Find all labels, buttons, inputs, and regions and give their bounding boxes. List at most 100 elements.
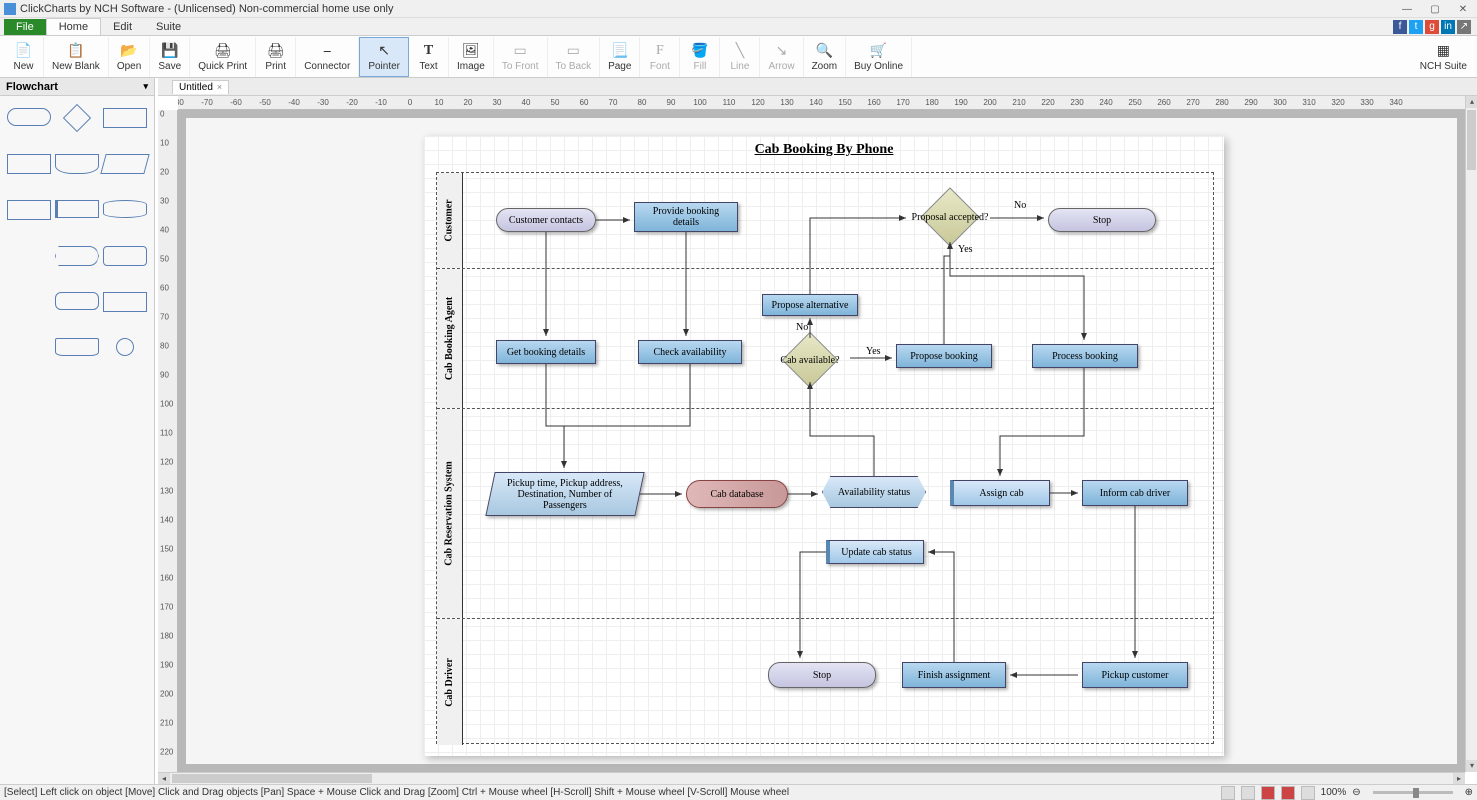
fill-button[interactable]: 🪣Fill: [680, 37, 720, 77]
linkedin-icon[interactable]: in: [1441, 20, 1455, 34]
new-button[interactable]: 📄New: [4, 37, 44, 77]
minimize-button[interactable]: —: [1393, 0, 1421, 18]
newblank-button[interactable]: 📋New Blank: [44, 37, 109, 77]
status-icon-3[interactable]: [1261, 786, 1275, 800]
node-cab-available[interactable]: Cab available?: [770, 338, 850, 382]
font-button[interactable]: FFont: [640, 37, 680, 77]
shape-rect2[interactable]: [7, 154, 51, 174]
node-pickup-cust[interactable]: Pickup customer: [1082, 662, 1188, 688]
shape-rect4[interactable]: [103, 292, 147, 312]
maximize-button[interactable]: ▢: [1421, 0, 1449, 18]
node-check-avail[interactable]: Check availability: [638, 340, 742, 364]
line-button[interactable]: ╲Line: [720, 37, 760, 77]
shape-decision[interactable]: [63, 104, 91, 132]
shape-terminator[interactable]: [7, 108, 51, 126]
zoom-button[interactable]: 🔍Zoom: [804, 37, 847, 77]
tab-close-icon[interactable]: ×: [217, 82, 222, 92]
shape-display[interactable]: [55, 246, 99, 266]
menu-home[interactable]: Home: [46, 18, 101, 35]
scroll-down-icon[interactable]: ▾: [1466, 760, 1477, 772]
node-cab-db[interactable]: Cab database: [686, 480, 788, 508]
node-propose-booking[interactable]: Propose booking: [896, 344, 992, 368]
node-customer-contacts[interactable]: Customer contacts: [496, 208, 596, 232]
node-assign-cab[interactable]: Assign cab: [950, 480, 1050, 506]
shape-process[interactable]: [103, 108, 147, 128]
status-icon-4[interactable]: [1281, 786, 1295, 800]
node-pickup-data[interactable]: Pickup time, Pickup address, Destination…: [485, 472, 644, 516]
close-button[interactable]: ✕: [1449, 0, 1477, 18]
vertical-scrollbar[interactable]: ▴ ▾: [1465, 96, 1477, 772]
open-button[interactable]: 📂Open: [109, 37, 150, 77]
menu-edit[interactable]: Edit: [101, 19, 144, 35]
menu-suite[interactable]: Suite: [144, 19, 193, 35]
node-provide-details[interactable]: Provide booking details: [634, 202, 738, 232]
scroll-up-icon[interactable]: ▴: [1466, 96, 1477, 108]
diagram-title[interactable]: Cab Booking By Phone: [424, 142, 1224, 158]
shape-connector[interactable]: [116, 338, 134, 356]
lane-header-label: Cab Booking Agent: [444, 297, 455, 380]
node-update-status[interactable]: Update cab status: [826, 540, 924, 564]
status-text: [Select] Left click on object [Move] Cli…: [4, 787, 789, 798]
google-icon[interactable]: g: [1425, 20, 1439, 34]
pointer-button[interactable]: ↖Pointer: [359, 37, 409, 77]
status-icon-5[interactable]: [1301, 786, 1315, 800]
arrow-button[interactable]: ↘Arrow: [760, 37, 803, 77]
node-stop2[interactable]: Stop: [768, 662, 876, 688]
shape-panel-header[interactable]: Flowchart: [0, 78, 154, 96]
share-icon[interactable]: ↗: [1457, 20, 1471, 34]
zoom-out-icon[interactable]: ⊖: [1352, 787, 1360, 798]
shape-rounded[interactable]: [103, 246, 147, 266]
text-button[interactable]: TText: [409, 37, 449, 77]
page[interactable]: Cab Booking By Phone CustomerCab Booking…: [424, 136, 1224, 756]
shape-storage[interactable]: [55, 200, 99, 218]
node-propose-alt[interactable]: Propose alternative: [762, 294, 858, 316]
edge-label-yes1: Yes: [958, 244, 973, 255]
vertical-ruler: 0102030405060708090100110120130140150160…: [158, 110, 178, 772]
edge-label-no2: No: [796, 322, 808, 333]
zoom-in-icon[interactable]: ⊕: [1465, 787, 1473, 798]
edge-label-yes2: Yes: [866, 346, 881, 357]
tab-label: Untitled: [179, 82, 213, 93]
menu-file[interactable]: File: [4, 19, 46, 35]
ribbon: 📄New 📋New Blank 📂Open 💾Save 🖨Quick Print…: [0, 36, 1477, 78]
save-button[interactable]: 💾Save: [150, 37, 190, 77]
hscroll-thumb[interactable]: [172, 774, 372, 783]
image-button[interactable]: 🖼Image: [449, 37, 494, 77]
twitter-icon[interactable]: t: [1409, 20, 1423, 34]
vscroll-thumb[interactable]: [1467, 110, 1476, 170]
shape-database[interactable]: [103, 200, 147, 218]
window-title: ClickCharts by NCH Software - (Unlicense…: [20, 3, 394, 15]
shape-trapezoid[interactable]: [7, 292, 51, 310]
nchsuite-button[interactable]: ▦NCH Suite: [1412, 37, 1473, 77]
node-get-booking[interactable]: Get booking details: [496, 340, 596, 364]
toback-button[interactable]: ▭To Back: [548, 37, 601, 77]
shape-preparation[interactable]: [55, 292, 99, 310]
shape-offpage[interactable]: [7, 338, 51, 356]
node-avail-status[interactable]: Availability status: [822, 476, 926, 508]
quickprint-button[interactable]: 🖨Quick Print: [190, 37, 256, 77]
canvas-area[interactable]: Cab Booking By Phone CustomerCab Booking…: [178, 110, 1465, 772]
connector-button[interactable]: ⎯Connector: [296, 37, 359, 77]
node-finish[interactable]: Finish assignment: [902, 662, 1006, 688]
buyonline-button[interactable]: 🛒Buy Online: [846, 37, 912, 77]
tab-untitled[interactable]: Untitled ×: [172, 80, 229, 94]
print-button[interactable]: 🖨Print: [256, 37, 296, 77]
node-inform-driver[interactable]: Inform cab driver: [1082, 480, 1188, 506]
shape-manual[interactable]: [7, 246, 51, 264]
node-process-booking[interactable]: Process booking: [1032, 344, 1138, 368]
shape-document[interactable]: [55, 154, 99, 174]
page-button[interactable]: 📃Page: [600, 37, 640, 77]
status-icon-2[interactable]: [1241, 786, 1255, 800]
facebook-icon[interactable]: f: [1393, 20, 1407, 34]
shape-rect3[interactable]: [7, 200, 51, 220]
tofront-button[interactable]: ▭To Front: [494, 37, 548, 77]
shape-tape[interactable]: [55, 338, 99, 356]
shape-data[interactable]: [100, 154, 149, 174]
swimlane-pool[interactable]: CustomerCab Booking AgentCab Reservation…: [436, 172, 1214, 744]
horizontal-scrollbar[interactable]: ◂ ▸: [158, 772, 1465, 784]
horizontal-ruler: -80-70-60-50-40-30-20-100102030405060708…: [178, 96, 1465, 110]
node-stop1[interactable]: Stop: [1048, 208, 1156, 232]
status-icon-1[interactable]: [1221, 786, 1235, 800]
node-proposal-accepted[interactable]: Proposal accepted?: [910, 192, 990, 242]
zoom-slider[interactable]: [1373, 791, 1453, 794]
